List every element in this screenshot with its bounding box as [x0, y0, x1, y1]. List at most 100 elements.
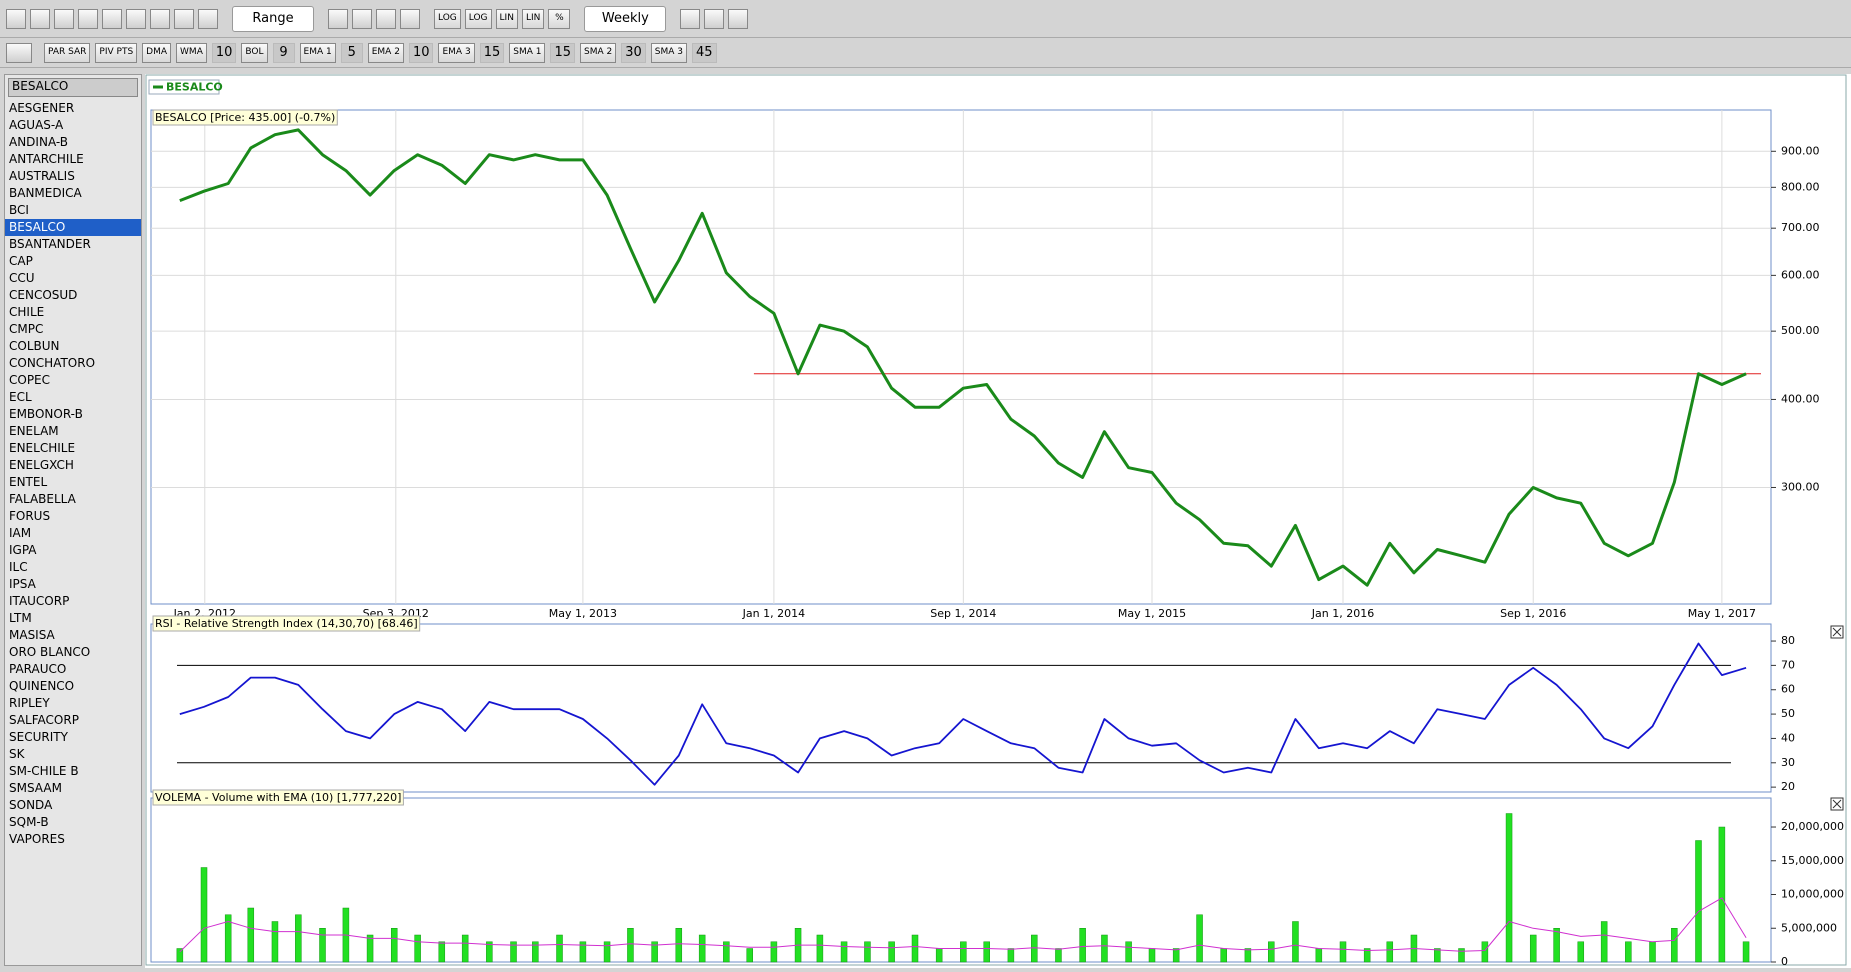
symbol-item[interactable]: COPEC: [9, 373, 51, 387]
indicator-button[interactable]: WMA: [176, 42, 207, 63]
icon-button[interactable]: [6, 8, 26, 29]
icon-button[interactable]: [174, 8, 194, 29]
panel-title-bg: [152, 789, 404, 806]
symbol-item[interactable]: AESGENER: [9, 101, 75, 115]
icon-button[interactable]: [30, 8, 50, 29]
indicator-button[interactable]: SMA 1: [509, 42, 546, 63]
symbol-item[interactable]: ENELAM: [9, 424, 59, 438]
indicator-button[interactable]: SMA 3: [650, 42, 688, 63]
symbol-item[interactable]: BCI: [9, 203, 29, 217]
symbol-item[interactable]: IGPA: [9, 543, 37, 557]
symbol-item[interactable]: ANTARCHILE: [9, 152, 84, 166]
icon-button[interactable]: [680, 8, 701, 29]
symbol-item[interactable]: SALFACORP: [9, 713, 79, 727]
indicator-button[interactable]: 30: [621, 42, 646, 63]
scale-button[interactable]: LIN: [495, 8, 518, 29]
symbol-item[interactable]: CHILE: [9, 305, 45, 319]
volume-bar: [461, 934, 469, 963]
symbol-item[interactable]: COLBUN: [9, 339, 60, 353]
icon-button[interactable]: [6, 42, 32, 63]
volume-bar: [603, 941, 611, 963]
symbol-item[interactable]: FALABELLA: [9, 492, 76, 506]
icon-button[interactable]: [400, 8, 420, 29]
symbol-item[interactable]: SONDA: [9, 798, 53, 812]
indicator-button[interactable]: 15: [550, 42, 576, 63]
icon-button[interactable]: [328, 8, 348, 29]
scale-button[interactable]: LOG: [434, 8, 461, 29]
symbol-item[interactable]: MASISA: [9, 628, 55, 642]
indicator-button[interactable]: EMA 2: [367, 42, 404, 63]
icon-button[interactable]: [126, 8, 146, 29]
volume-bar: [1458, 948, 1465, 963]
icon-button[interactable]: [198, 8, 218, 29]
symbol-item[interactable]: SM-CHILE B: [9, 764, 79, 778]
range-select[interactable]: Range: [232, 5, 314, 32]
symbol-item[interactable]: CAP: [9, 254, 33, 268]
symbol-item[interactable]: ORO BLANCO: [9, 645, 91, 659]
icon-button[interactable]: [150, 8, 170, 29]
symbol-item[interactable]: IPSA: [9, 577, 36, 591]
volume-bar: [1172, 948, 1180, 963]
icon-button[interactable]: [704, 8, 725, 29]
indicator-button[interactable]: PIV PTS: [95, 42, 138, 63]
symbol-item[interactable]: BSANTANDER: [9, 237, 91, 251]
volume-bar: [200, 867, 208, 963]
icon-button[interactable]: [78, 8, 98, 29]
symbol-item[interactable]: ITAUCORP: [9, 594, 70, 608]
indicator-button[interactable]: 45: [692, 42, 717, 63]
symbol-item[interactable]: EMBONOR-B: [9, 407, 83, 421]
symbol-item[interactable]: AGUAS-A: [9, 118, 64, 132]
indicator-button[interactable]: 10: [211, 42, 237, 63]
indicator-button[interactable]: 15: [479, 42, 505, 63]
y-tick-label: 0: [1781, 955, 1788, 968]
icon-button[interactable]: [728, 8, 749, 29]
symbol-item[interactable]: CONCHATORO: [9, 356, 96, 370]
volume-bar: [1031, 934, 1038, 963]
symbol-list: BESALCO AESGENER AGUAS-A ANDINA-B ANTARCHIL…: [4, 74, 142, 966]
close-volume[interactable]: [1830, 797, 1844, 811]
symbol-item[interactable]: VAPORES: [9, 832, 65, 846]
indicator-button[interactable]: 10: [408, 42, 434, 63]
symbol-item[interactable]: ENELCHILE: [9, 441, 76, 455]
scale-button[interactable]: LOG: [464, 8, 492, 29]
symbol-item[interactable]: CCU: [9, 271, 35, 285]
indicator-button[interactable]: EMA 3: [438, 42, 475, 63]
symbol-item[interactable]: BESALCO: [5, 219, 141, 236]
close-rsi[interactable]: [1830, 625, 1844, 639]
symbol-item[interactable]: ILC: [9, 560, 28, 574]
icon-button[interactable]: [376, 8, 396, 29]
symbol-item[interactable]: ECL: [9, 390, 32, 404]
period-select[interactable]: Weekly: [584, 5, 667, 32]
symbol-item[interactable]: BANMEDICA: [9, 186, 82, 200]
icon-button[interactable]: [54, 8, 74, 29]
symbol-item[interactable]: CENCOSUD: [9, 288, 78, 302]
indicator-button[interactable]: DMA: [142, 42, 172, 63]
current-symbol[interactable]: BESALCO: [8, 78, 138, 97]
indicator-button[interactable]: 9: [272, 42, 295, 63]
symbol-item[interactable]: QUINENCO: [9, 679, 75, 693]
symbol-item[interactable]: ENELGXCH: [9, 458, 74, 472]
indicator-button[interactable]: EMA 1: [299, 42, 336, 63]
symbol-item[interactable]: SECURITY: [9, 730, 68, 744]
symbol-item[interactable]: FORUS: [9, 509, 51, 523]
icon-button[interactable]: [352, 8, 372, 29]
symbol-item[interactable]: CMPC: [9, 322, 44, 336]
indicator-button[interactable]: PAR SAR: [44, 42, 91, 63]
symbol-item[interactable]: LTM: [9, 611, 32, 625]
icon-button[interactable]: [102, 8, 122, 29]
symbol-item[interactable]: AUSTRALIS: [9, 169, 75, 183]
indicator-button[interactable]: SMA 2: [580, 42, 617, 63]
symbol-item[interactable]: ENTEL: [9, 475, 48, 489]
symbol-item[interactable]: ANDINA-B: [9, 135, 69, 149]
symbol-item[interactable]: SQM-B: [9, 815, 49, 829]
symbol-item[interactable]: IAM: [9, 526, 32, 540]
symbol-item[interactable]: RIPLEY: [9, 696, 50, 710]
indicator-button[interactable]: BOL: [241, 42, 268, 63]
x-tick-label: May 1, 2015: [1118, 607, 1186, 620]
scale-button[interactable]: LIN: [521, 8, 545, 29]
indicator-button[interactable]: 5: [340, 42, 363, 63]
scale-button[interactable]: %: [548, 8, 571, 29]
symbol-item[interactable]: PARAUCO: [9, 662, 67, 676]
symbol-item[interactable]: SK: [9, 747, 25, 761]
symbol-item[interactable]: SMSAAM: [9, 781, 62, 795]
